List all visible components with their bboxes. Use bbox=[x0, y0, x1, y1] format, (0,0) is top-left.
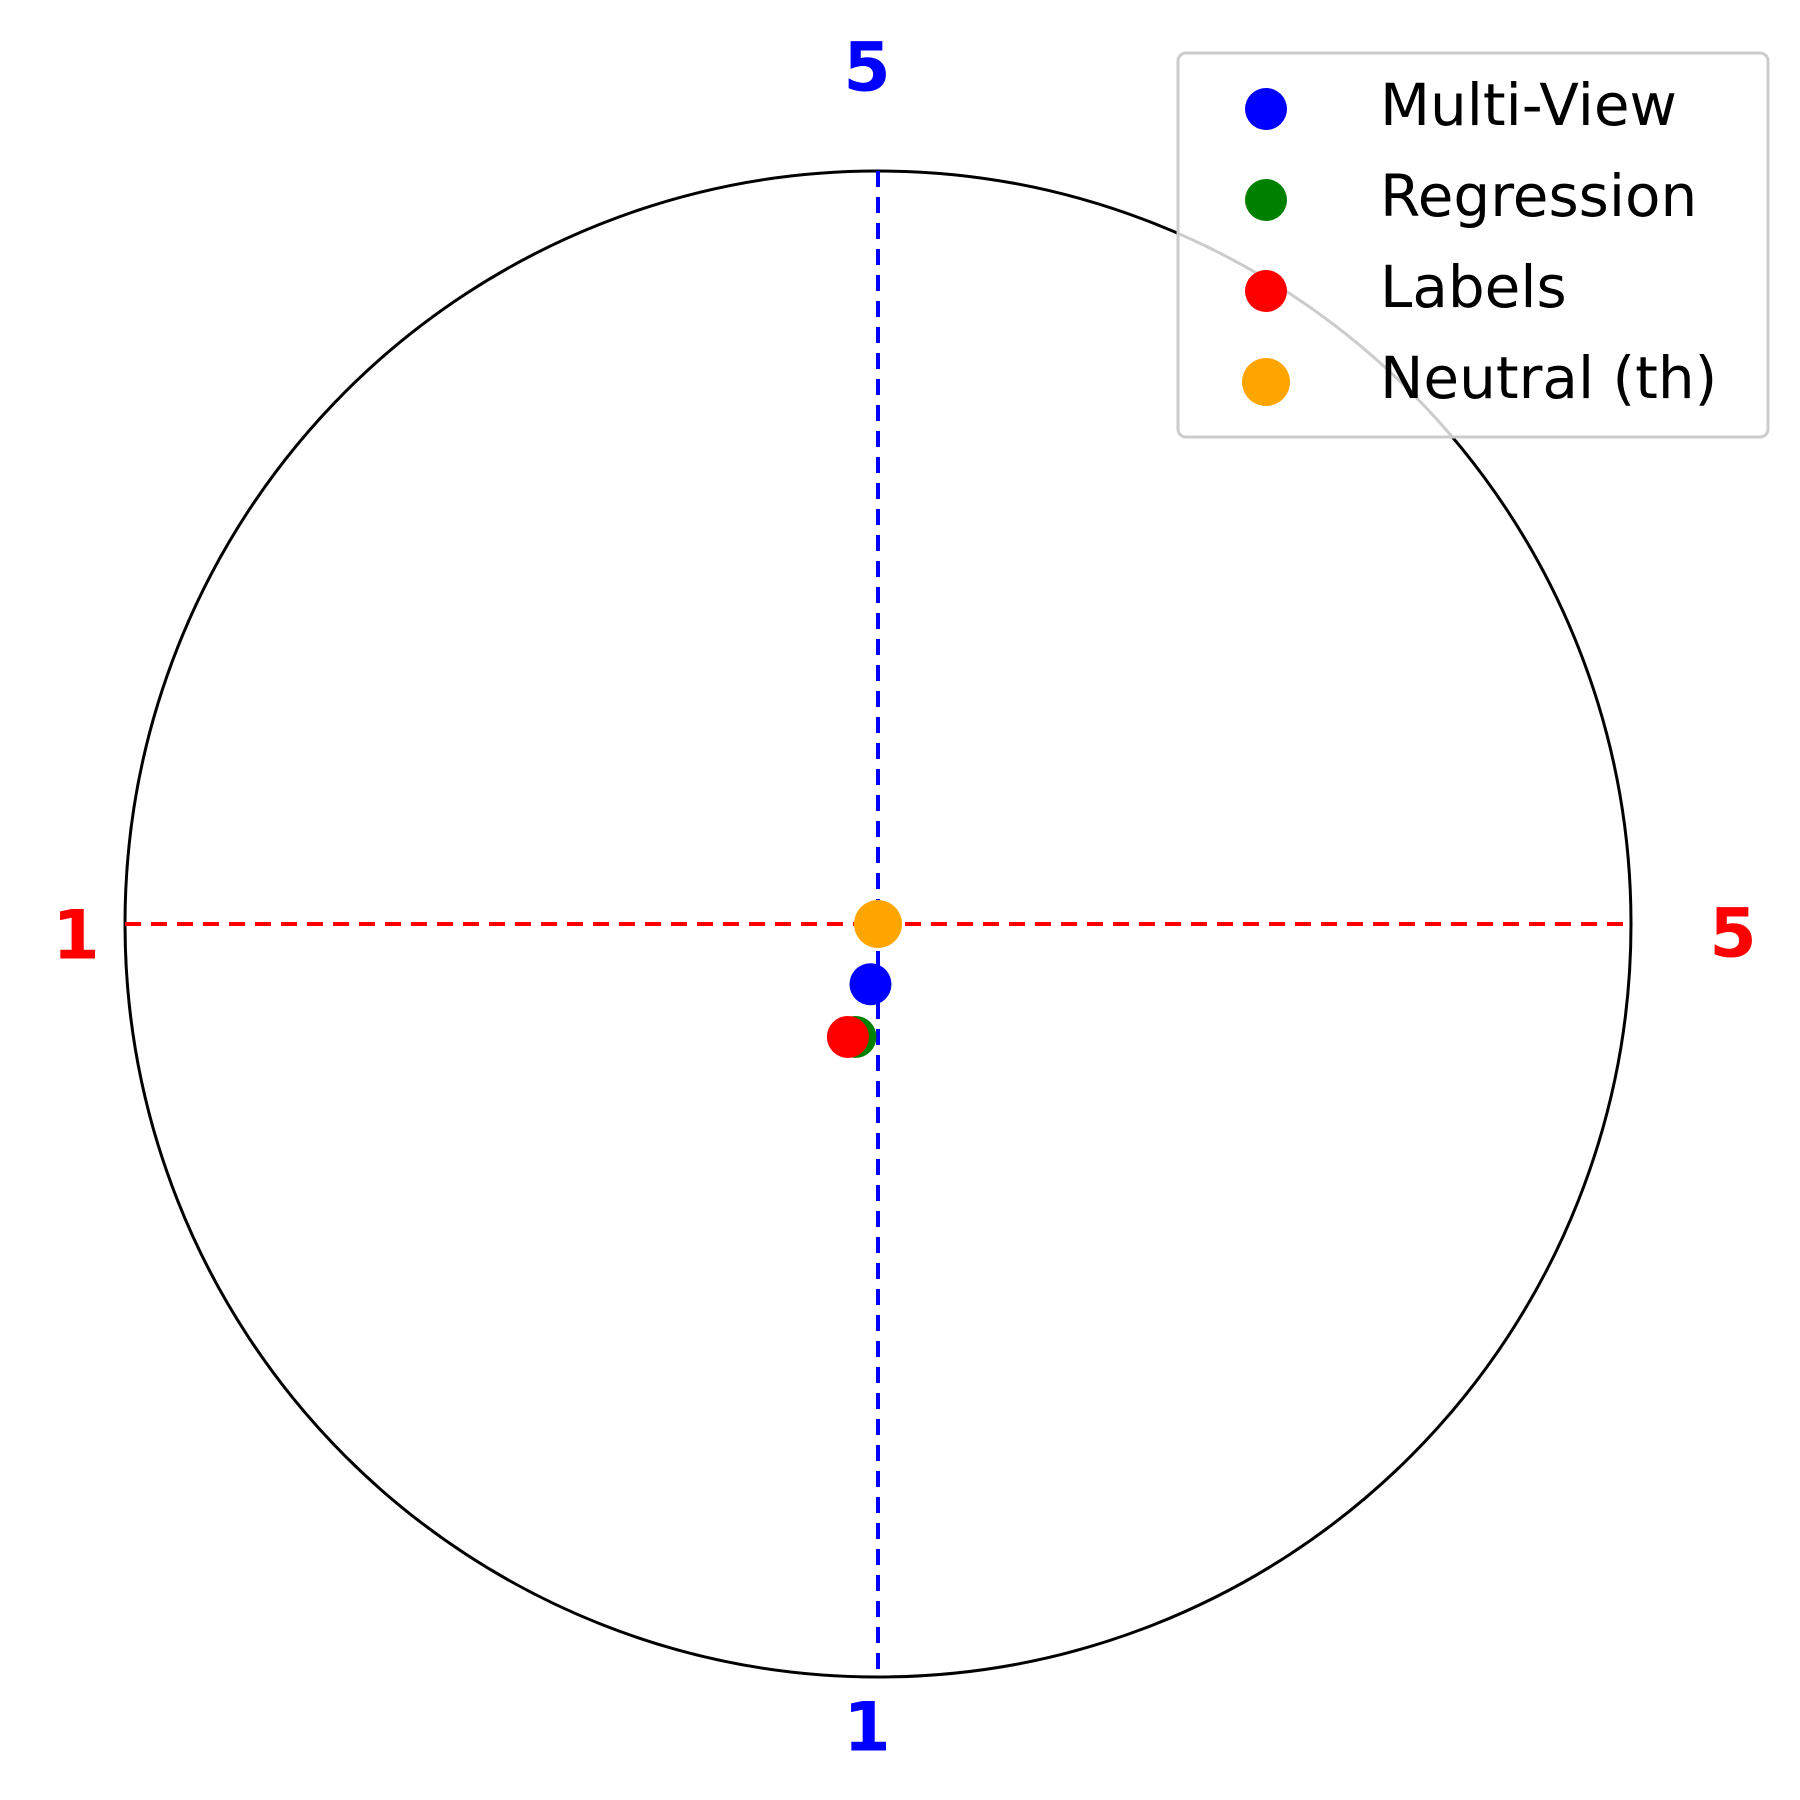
data-points bbox=[826, 900, 902, 1058]
legend-marker-multi-view bbox=[1245, 88, 1287, 130]
point-labels bbox=[826, 1015, 869, 1058]
legend-label-regression: Regression bbox=[1380, 162, 1697, 230]
legend-marker-neutral-th bbox=[1242, 358, 1290, 406]
legend-marker-labels bbox=[1245, 270, 1287, 312]
legend-box bbox=[1176, 51, 1770, 439]
legend-label-multi-view: Multi-View bbox=[1380, 71, 1677, 139]
y-axis-min-label: 1 bbox=[843, 1689, 890, 1768]
x-axis-max-label: 5 bbox=[1709, 895, 1756, 974]
legend-label-labels: Labels bbox=[1380, 253, 1567, 321]
legend: Multi-View Regression Labels Neutral (th… bbox=[1176, 51, 1770, 439]
y-axis-max-label: 5 bbox=[843, 29, 890, 108]
point-neutral-th bbox=[854, 900, 902, 948]
legend-marker-regression bbox=[1245, 179, 1287, 221]
legend-label-neutral-th: Neutral (th) bbox=[1380, 344, 1717, 412]
point-multi-view bbox=[849, 963, 892, 1006]
x-axis-min-label: 1 bbox=[52, 897, 99, 976]
